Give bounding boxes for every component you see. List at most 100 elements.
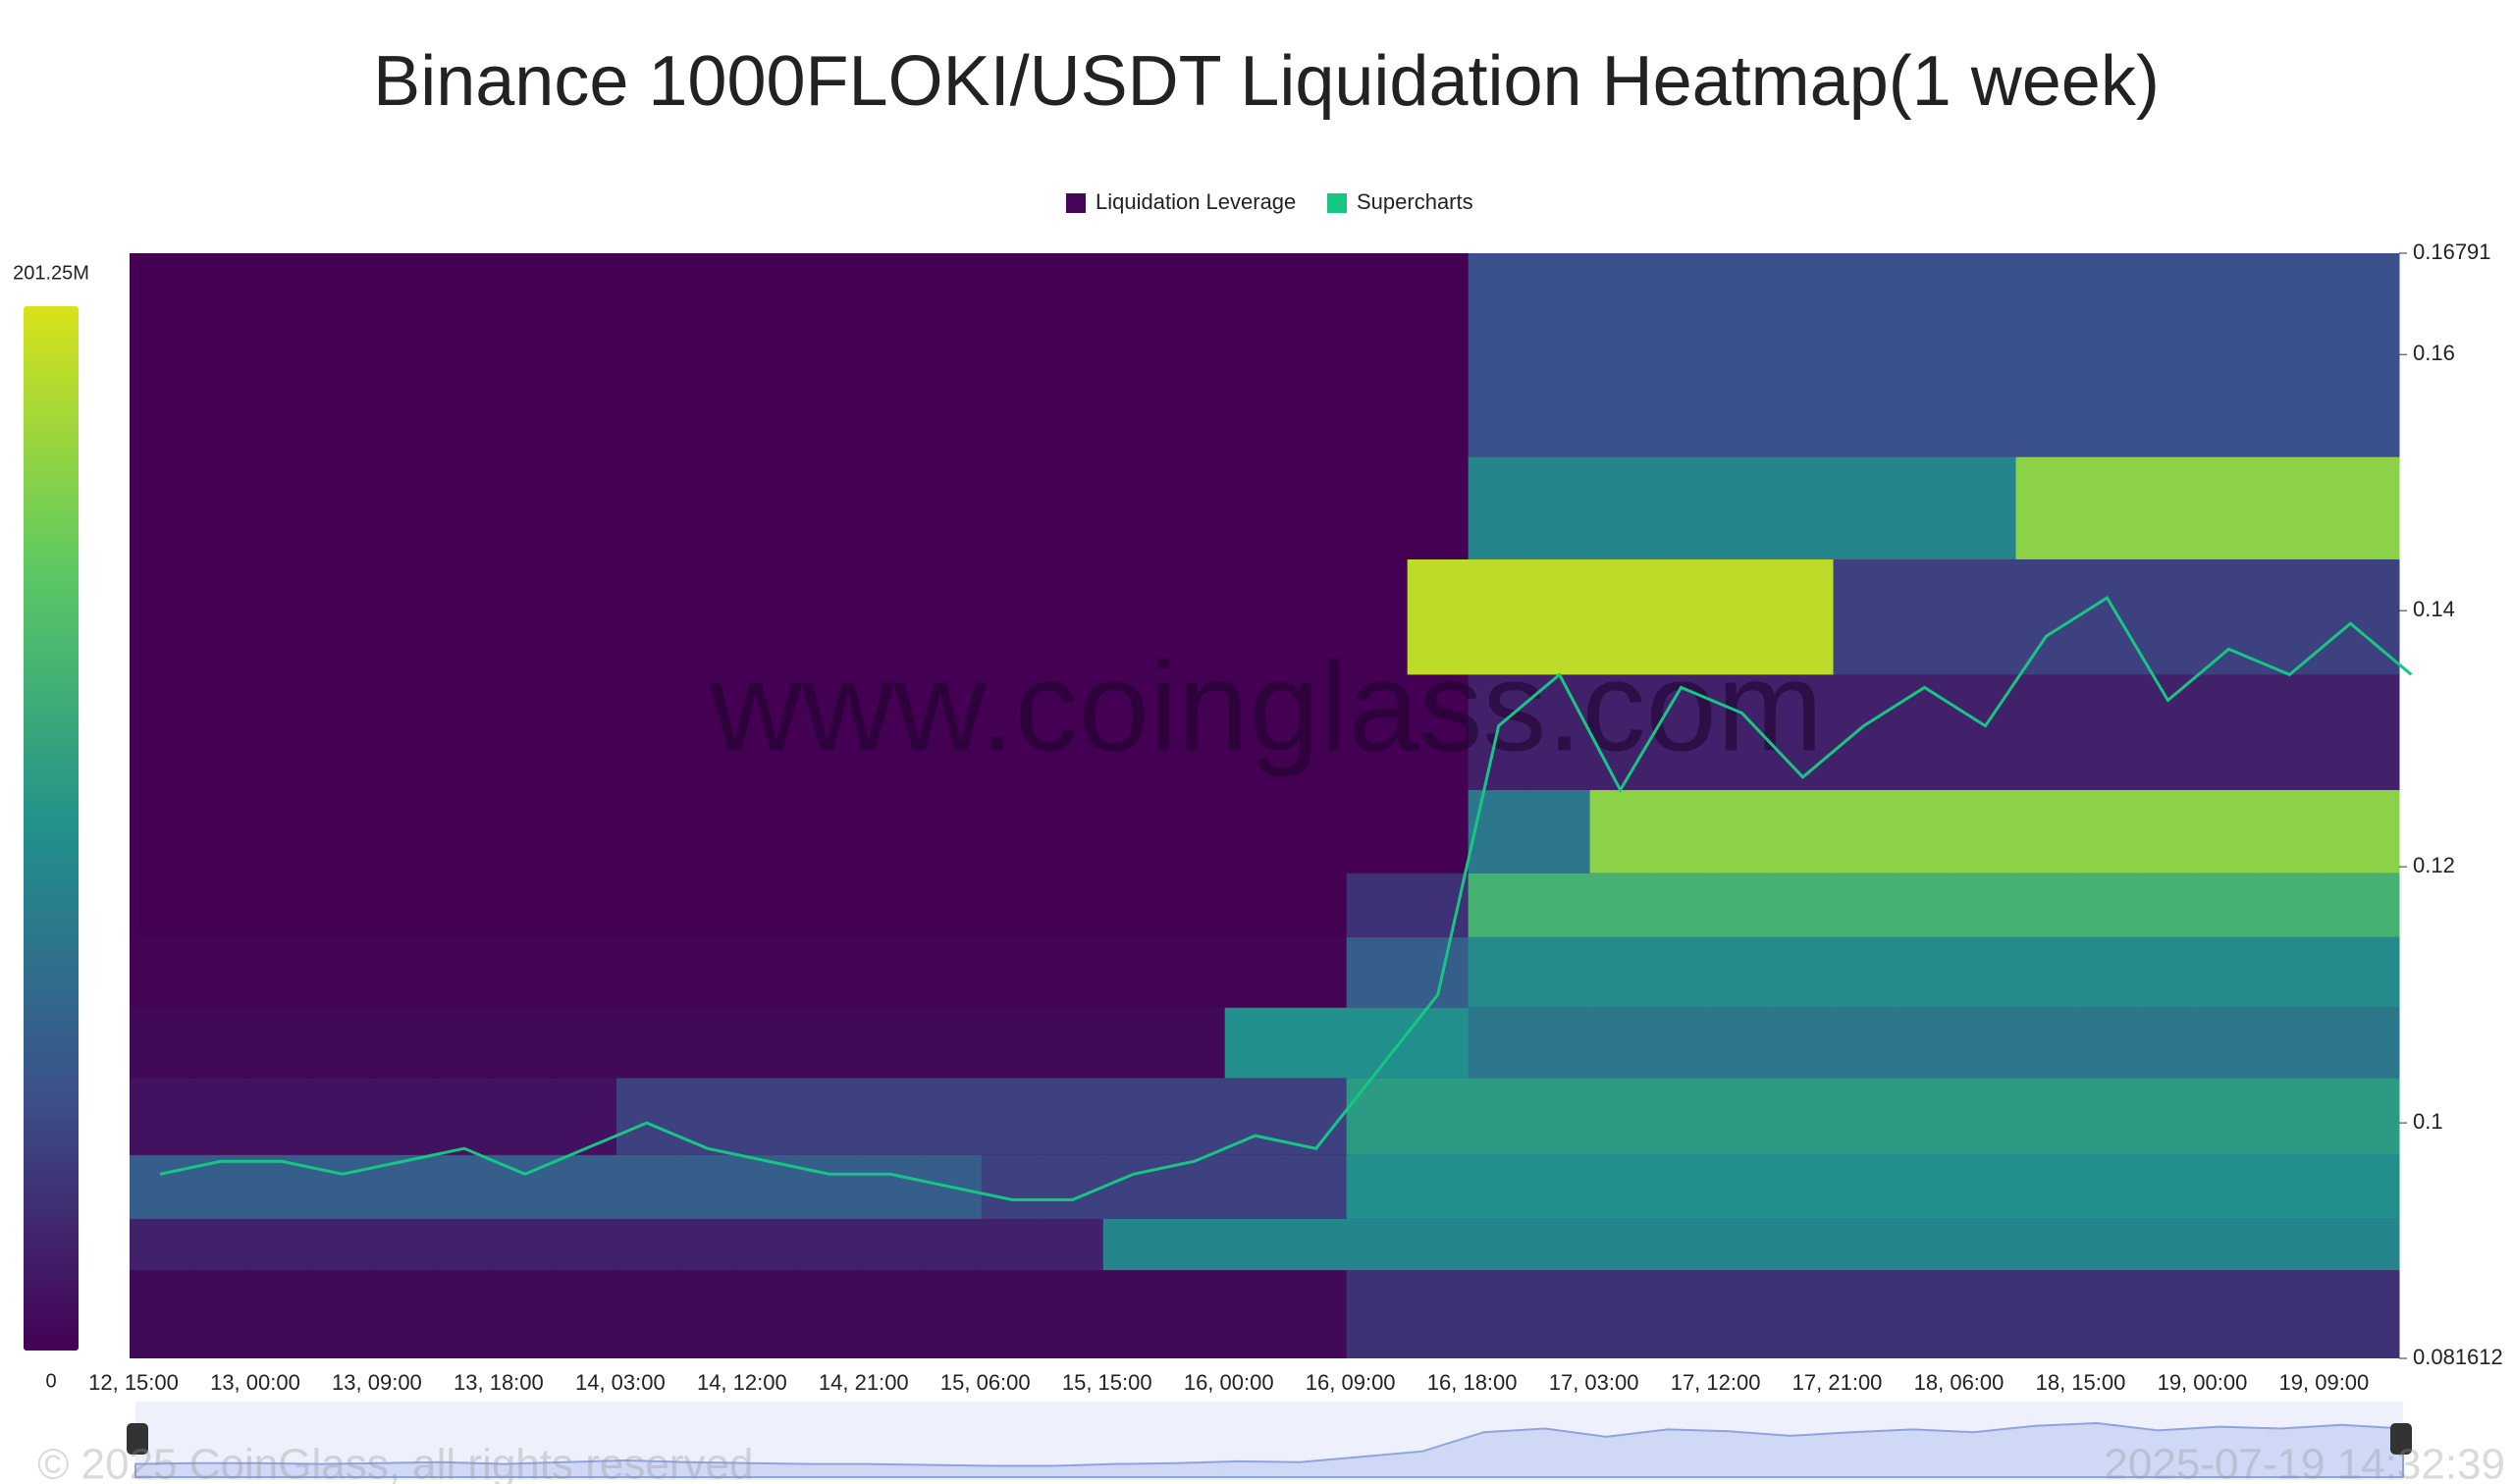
heat-cell	[555, 873, 617, 937]
heat-cell	[494, 873, 557, 937]
navigator-handle[interactable]	[127, 1423, 148, 1455]
heat-cell	[2015, 936, 2077, 1008]
heat-cell	[1528, 253, 1591, 457]
heat-cell	[1285, 1154, 1348, 1219]
heat-cell	[1042, 1078, 1104, 1155]
heat-cell	[859, 873, 922, 937]
heat-cell	[1042, 558, 1104, 675]
heat-cell	[1772, 558, 1835, 675]
x-tick-label: 16, 09:00	[1306, 1370, 1396, 1395]
y-tick-label: 0.1	[2413, 1109, 2443, 1134]
heat-cell	[981, 936, 1043, 1008]
x-tick-label: 14, 12:00	[697, 1370, 787, 1395]
heat-cell	[1772, 456, 1835, 559]
heat-cell	[1589, 1007, 1652, 1079]
heat-cell	[1285, 456, 1348, 559]
navigator-handle[interactable]	[2390, 1423, 2412, 1455]
heat-cell	[2259, 1078, 2321, 1155]
heat-cell	[2137, 253, 2199, 457]
heat-cell	[1894, 456, 1956, 559]
heat-cell	[2320, 1270, 2381, 1358]
heat-cell	[1163, 674, 1226, 790]
heat-cell	[1407, 789, 1470, 874]
legend-swatch	[1066, 193, 1086, 213]
heat-cell	[1224, 456, 1287, 559]
heat-cell	[676, 1270, 739, 1358]
heat-cell	[372, 1078, 435, 1155]
heat-cell	[2137, 1270, 2199, 1358]
y-tick-label: 0.12	[2413, 853, 2455, 877]
heat-cell	[1589, 253, 1652, 457]
heat-cell	[1042, 936, 1104, 1008]
heat-cell	[1894, 253, 1956, 457]
heat-cell	[1224, 1270, 1287, 1358]
heat-cell	[555, 253, 617, 457]
heat-cell	[2380, 456, 2400, 559]
heat-cell	[433, 789, 496, 874]
heat-cell	[1224, 253, 1287, 457]
heat-cell	[2015, 253, 2077, 457]
heat-cell	[1650, 253, 1713, 457]
heat-cell	[1954, 873, 2017, 937]
heat-cell	[555, 674, 617, 790]
heat-cell	[1772, 789, 1835, 874]
heat-cell	[2380, 1078, 2400, 1155]
heat-cell	[1468, 936, 1530, 1008]
heat-cell	[1589, 789, 1652, 874]
heat-cell	[1468, 1270, 1530, 1358]
heat-cell	[555, 789, 617, 874]
heat-cell	[981, 1007, 1043, 1079]
heat-cell	[1224, 1007, 1287, 1079]
heat-cell	[2137, 1078, 2199, 1155]
heat-cell	[1346, 1270, 1409, 1358]
heat-cell	[981, 1218, 1043, 1271]
heat-cell	[2380, 674, 2400, 790]
heat-cell	[130, 456, 191, 559]
heat-cell	[250, 789, 313, 874]
heat-cell	[189, 1270, 252, 1358]
heat-cell	[2076, 456, 2138, 559]
heat-cell	[859, 789, 922, 874]
heat-cell	[2259, 873, 2321, 937]
heat-cell	[737, 1007, 800, 1079]
heat-cell	[676, 789, 739, 874]
heat-cell	[1894, 789, 1956, 874]
heat-cell	[798, 1007, 861, 1079]
heat-cell	[1102, 456, 1165, 559]
heat-cell	[2198, 789, 2260, 874]
heat-cell	[737, 936, 800, 1008]
heat-cell	[1468, 456, 1530, 559]
heat-cell	[1528, 674, 1591, 790]
heat-cell	[920, 456, 983, 559]
heat-cell	[1528, 1007, 1591, 1079]
heat-cell	[920, 1218, 983, 1271]
heat-cell	[2259, 789, 2321, 874]
heat-cell	[859, 674, 922, 790]
heat-cell	[2380, 558, 2400, 675]
heat-cell	[737, 558, 800, 675]
heat-cell	[2076, 1007, 2138, 1079]
heat-cell	[1833, 456, 1896, 559]
heat-cell	[130, 873, 191, 937]
heat-cell	[1650, 1270, 1713, 1358]
heat-cell	[859, 1270, 922, 1358]
heat-cell	[1346, 674, 1409, 790]
heat-cell	[1346, 936, 1409, 1008]
heat-cell	[494, 1270, 557, 1358]
x-tick-label: 12, 15:00	[88, 1370, 179, 1395]
heat-cell	[859, 1078, 922, 1155]
heat-cell	[1954, 1007, 2017, 1079]
heat-cell	[920, 1078, 983, 1155]
heat-cell	[1894, 1154, 1956, 1219]
heat-cell	[1528, 1270, 1591, 1358]
heat-cell	[1285, 936, 1348, 1008]
heat-cell	[859, 253, 922, 457]
heat-cell	[1163, 558, 1226, 675]
heat-cell	[1285, 1218, 1348, 1271]
heat-cell	[1407, 936, 1470, 1008]
heat-cell	[1102, 789, 1165, 874]
heat-cell	[2259, 1270, 2321, 1358]
heat-cell	[433, 1007, 496, 1079]
heat-cell	[250, 1218, 313, 1271]
heat-cell	[555, 1007, 617, 1079]
